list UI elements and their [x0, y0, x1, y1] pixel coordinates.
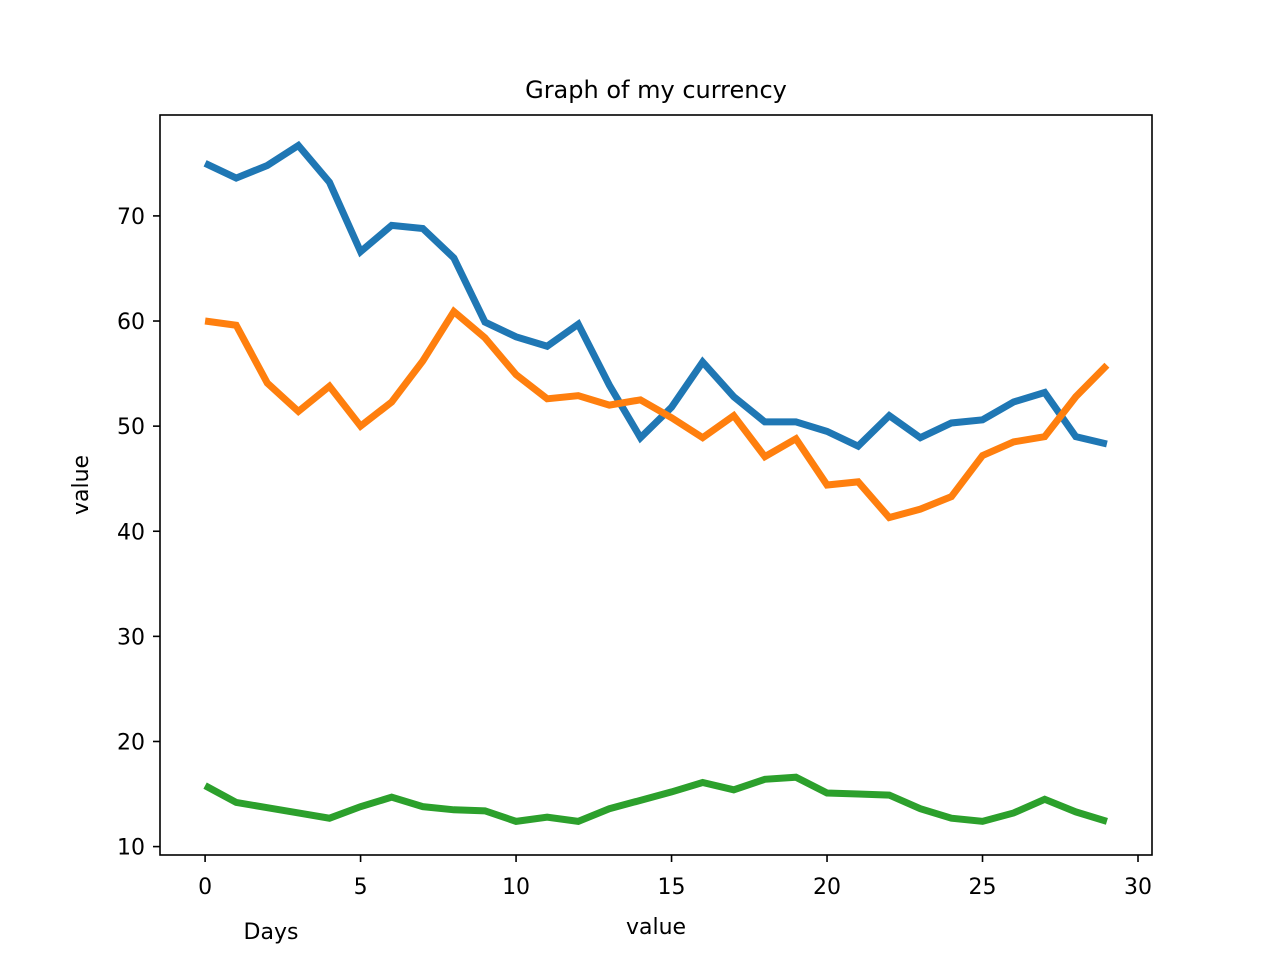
y-axis-label: value: [69, 455, 94, 515]
x-axis-label: value: [626, 915, 686, 940]
series-line-3: [203, 773, 1108, 825]
y-tick-label: 50: [117, 415, 145, 440]
y-tick-label: 40: [117, 520, 145, 545]
series-line-2: [204, 306, 1110, 522]
axes-frame: [159, 114, 1153, 856]
x-tick-label: 15: [658, 875, 686, 900]
series-layer: [203, 140, 1110, 825]
x-tick-label: 30: [1124, 875, 1152, 900]
x-axis-ticks: 0 5 10 15 20 25 30: [198, 855, 1152, 900]
y-axis-ticks: 10 20 30 40 50 60 70: [117, 205, 160, 861]
y-tick-label: 10: [117, 836, 145, 861]
x-tick-label: 10: [502, 875, 530, 900]
y-tick-label: 20: [117, 730, 145, 755]
x-tick-label: 0: [198, 875, 212, 900]
series-line-1: [203, 140, 1108, 451]
chart-title: Graph of my currency: [525, 76, 787, 104]
x-tick-label: 5: [354, 875, 368, 900]
x-tick-label: 25: [969, 875, 997, 900]
y-tick-label: 70: [117, 205, 145, 230]
y-tick-label: 30: [117, 625, 145, 650]
x-tick-label: 20: [813, 875, 841, 900]
y-tick-label: 60: [117, 310, 145, 335]
days-annotation: Days: [244, 920, 299, 945]
